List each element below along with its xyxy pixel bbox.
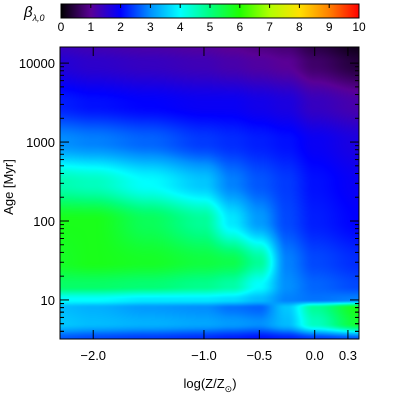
colorbar-tick-label: 3 [147,20,154,34]
x-axis-label-close: ) [232,376,236,391]
colorbar-tick-label: 8 [296,20,303,34]
heatmap-image [60,47,359,339]
x-axis-label-text: log(Z/Z [183,376,224,391]
x-axis-label: log(Z/Z⊙) [183,376,236,394]
x-axis-ticks: −2.0 −1.0 −0.5 0.0 0.3 [80,47,357,363]
y-tick-label: 100 [33,214,55,229]
colorbar-tick-label: 1 [87,20,94,34]
colorbar: 0 1 2 3 4 5 6 7 8 9 10 [58,3,366,34]
y-axis-ticks: 10 100 1000 10000 [19,56,359,332]
colorbar-label: βλ,0 [23,4,45,23]
x-axis-label-subscript: ⊙ [225,384,233,394]
colorbar-gradient [61,4,359,18]
x-tick-label: −1.0 [191,348,217,363]
y-tick-label: 10 [41,293,55,308]
colorbar-tick-label: 10 [352,20,366,34]
x-tick-label: −2.0 [80,348,106,363]
colorbar-tick-label: 9 [326,20,333,34]
y-axis-label: Age [Myr] [1,159,16,215]
colorbar-tick-label: 6 [236,20,243,34]
colorbar-tick-label: 5 [207,20,214,34]
colorbar-ticks: 0 1 2 3 4 5 6 7 8 9 10 [58,4,366,34]
plot-area: −2.0 −1.0 −0.5 0.0 0.3 10 100 1000 10000 [19,46,360,363]
colorbar-label-symbol: β [23,4,33,21]
x-tick-label: −0.5 [246,348,272,363]
y-tick-label: 10000 [19,56,55,71]
colorbar-tick-label: 4 [177,20,184,34]
colorbar-label-subscript: λ,0 [32,13,45,23]
colorbar-tick-label: 7 [266,20,273,34]
y-tick-label: 1000 [26,135,55,150]
plot-frame [59,46,360,340]
x-tick-label: 0.3 [339,348,357,363]
x-tick-label: 0.0 [306,348,324,363]
colorbar-tick-label: 2 [117,20,124,34]
colorbar-tick-label: 0 [58,20,65,34]
